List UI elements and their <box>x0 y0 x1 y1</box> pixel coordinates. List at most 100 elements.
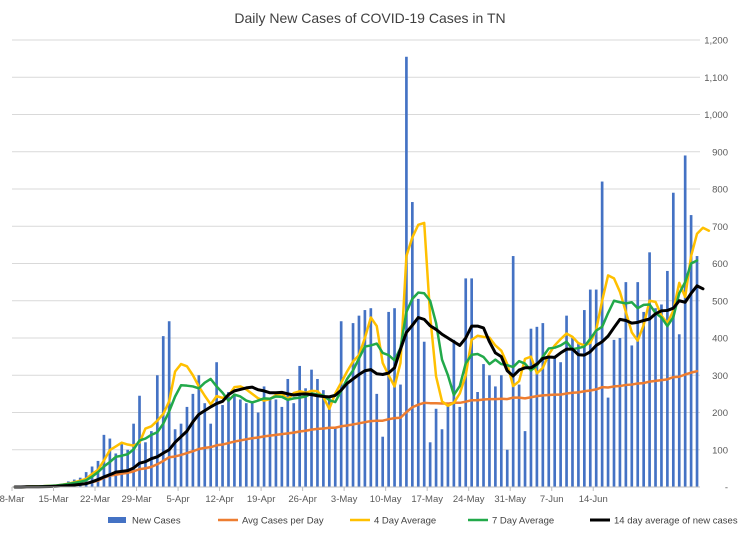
new-cases-bar <box>298 365 301 487</box>
new-cases-bar <box>310 369 313 487</box>
y-tick-label: 300 <box>712 371 728 382</box>
new-cases-bar <box>304 388 307 487</box>
new-cases-bar <box>351 323 355 487</box>
new-cases-bar <box>571 338 574 487</box>
new-cases-bar <box>559 362 562 487</box>
x-tick-label: 5-Apr <box>166 494 189 505</box>
x-tick-label: 31-May <box>494 494 526 505</box>
new-cases-bar <box>446 403 450 487</box>
new-cases-bar <box>630 345 634 487</box>
new-cases-bar <box>583 310 586 487</box>
legend-label: 7 Day Average <box>492 516 554 527</box>
new-cases-bar <box>577 343 580 487</box>
new-cases-bar <box>227 392 230 487</box>
new-cases-bar <box>381 436 385 487</box>
new-cases-bar <box>464 278 468 487</box>
new-cases-bar <box>144 442 147 487</box>
y-tick-label: 1,200 <box>704 36 728 47</box>
new-cases-bar <box>689 215 693 487</box>
x-tick-label: 26-Apr <box>288 494 317 505</box>
new-cases-bar <box>470 278 473 487</box>
new-cases-bar <box>452 339 456 487</box>
new-cases-bar <box>588 289 592 487</box>
new-cases-bar <box>132 423 135 487</box>
new-cases-bar <box>434 408 438 487</box>
seven-day-average-line <box>13 259 699 489</box>
new-cases-bar <box>114 453 118 487</box>
x-tick-label: 3-May <box>331 494 358 505</box>
x-tick-label: 7-Jun <box>540 494 564 505</box>
new-cases-bar <box>612 339 616 487</box>
new-cases-bar <box>642 311 645 487</box>
new-cases-bar <box>523 431 527 487</box>
new-cases-bar <box>327 395 331 487</box>
new-cases-bar <box>683 155 687 487</box>
new-cases-bar <box>120 444 124 487</box>
new-cases-bar <box>648 252 651 487</box>
new-cases-bar <box>511 256 515 487</box>
new-cases-bar <box>393 308 396 487</box>
new-cases-bar <box>440 429 444 487</box>
new-cases-bar <box>565 315 568 487</box>
new-cases-bar <box>529 328 533 487</box>
new-cases-bar <box>333 427 337 487</box>
y-tick-label: 1,100 <box>704 73 728 84</box>
x-tick-label: 19-Apr <box>247 494 276 505</box>
x-tick-label: 29-Mar <box>122 494 152 505</box>
new-cases-bar <box>322 390 325 487</box>
new-cases-bar <box>239 399 242 487</box>
new-cases-bar <box>357 315 361 487</box>
y-tick-label: 700 <box>712 222 728 233</box>
new-cases-bar <box>541 323 545 487</box>
legend-fourteen-day-average: 14 day average of new cases <box>590 516 738 527</box>
new-cases-bar <box>274 399 278 487</box>
legend-swatch <box>108 517 126 523</box>
new-cases-bar <box>411 202 414 487</box>
new-cases-bar <box>387 311 390 487</box>
new-cases-bar <box>660 304 663 487</box>
x-tick-label: 12-Apr <box>205 494 234 505</box>
new-cases-bar <box>535 326 539 487</box>
y-tick-label: 1,000 <box>704 110 728 121</box>
new-cases-bar <box>428 442 432 487</box>
avg-cases-per-day-line <box>13 369 699 489</box>
new-cases-bar <box>345 382 349 487</box>
legend-label: 4 Day Average <box>374 516 436 527</box>
x-tick-label: 14-Jun <box>579 494 608 505</box>
new-cases-bar <box>268 397 272 487</box>
new-cases-bar <box>256 412 260 487</box>
y-tick-label: 200 <box>712 408 728 419</box>
new-cases-bar <box>191 393 195 487</box>
new-cases-bar <box>209 423 213 487</box>
average-lines <box>13 221 711 489</box>
legend-seven-day-average: 7 Day Average <box>468 516 554 527</box>
x-tick-label: 15-Mar <box>38 494 68 505</box>
new-cases-bar <box>416 298 420 487</box>
new-cases-bar <box>458 406 462 487</box>
new-cases-bar <box>499 375 503 487</box>
y-tick-label: 100 <box>712 445 728 456</box>
new-cases-bar <box>250 401 254 487</box>
y-tick-label: 800 <box>712 185 728 196</box>
x-tick-label: 17-May <box>411 494 443 505</box>
new-cases-bar <box>399 384 402 487</box>
new-cases-bar <box>671 192 675 487</box>
new-cases-bar <box>363 310 367 487</box>
new-cases-bar <box>606 397 610 487</box>
fourteen-day-average-line <box>13 284 705 489</box>
new-cases-bar <box>677 334 681 487</box>
new-cases-bar <box>618 338 622 487</box>
new-cases-bar <box>517 384 521 487</box>
new-cases-bar <box>197 375 201 487</box>
new-cases-bar <box>203 403 207 487</box>
new-cases-bar <box>505 449 509 487</box>
new-cases-bar <box>339 321 343 487</box>
new-cases-bar <box>600 181 604 488</box>
x-tick-label: 22-Mar <box>80 494 110 505</box>
new-cases-bar <box>292 403 296 487</box>
new-cases-bar <box>547 356 551 487</box>
new-cases-bar <box>215 362 218 487</box>
new-cases-bar <box>369 308 373 487</box>
